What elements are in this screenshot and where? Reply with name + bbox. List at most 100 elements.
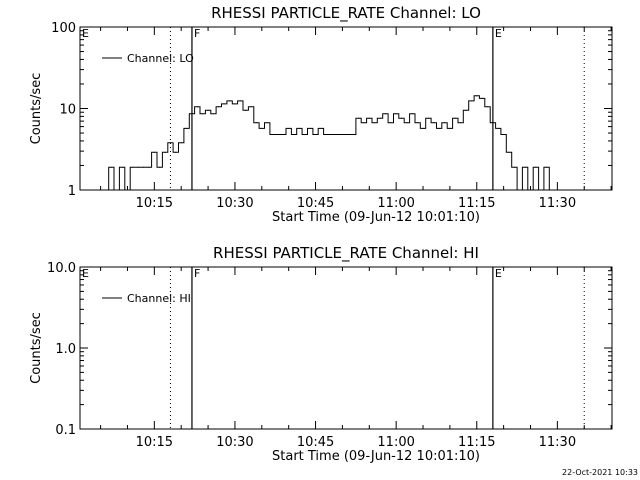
series-point — [401, 117, 403, 119]
series-point — [470, 100, 472, 102]
series-point — [255, 122, 257, 124]
series-point — [277, 133, 279, 135]
x-tick-label: 11:30 — [539, 435, 576, 450]
marker-label: E — [82, 27, 89, 40]
x-tick-label: 11:30 — [539, 196, 576, 211]
x-tick-label: 10:15 — [136, 196, 173, 211]
y-tick-label: 10 — [59, 103, 76, 118]
series-point — [143, 166, 145, 168]
series-point — [358, 117, 360, 119]
series-point — [374, 122, 376, 124]
series-point — [390, 122, 392, 124]
series-point — [288, 127, 290, 129]
series-point — [325, 133, 327, 135]
marker-label: E — [495, 267, 502, 280]
series-point — [379, 117, 381, 119]
series-point — [298, 127, 300, 129]
x-tick-label: 11:00 — [377, 196, 414, 211]
legend-label: Channel: LO — [127, 52, 194, 65]
series-point — [395, 113, 397, 115]
series-point — [411, 113, 413, 115]
series-point — [164, 151, 166, 153]
series-point — [524, 166, 526, 168]
series-point — [320, 127, 322, 129]
series-point — [519, 189, 521, 191]
series-point — [132, 166, 134, 168]
series-point — [186, 127, 188, 129]
series-point — [503, 133, 505, 135]
x-tick-label: 10:45 — [297, 196, 334, 211]
series-point — [126, 189, 128, 191]
chart-title: RHESSI PARTICLE_RATE Channel: HI — [213, 244, 479, 263]
y-tick-label: 10.0 — [47, 261, 76, 276]
series-point — [535, 166, 537, 168]
y-tick-label: 0.1 — [55, 423, 76, 438]
series-point — [180, 142, 182, 144]
series-point — [487, 106, 489, 108]
x-tick-label: 11:00 — [377, 435, 414, 450]
series-point — [293, 133, 295, 135]
series-point — [212, 113, 214, 115]
x-tick-label: 10:30 — [216, 435, 253, 450]
series-point — [551, 189, 553, 191]
series-point — [444, 122, 446, 124]
y-axis-label: Counts/sec — [29, 73, 44, 145]
series-point — [202, 113, 204, 115]
series-point — [341, 133, 343, 135]
x-tick-label: 10:15 — [136, 435, 173, 450]
series-point — [454, 117, 456, 119]
series-point — [406, 122, 408, 124]
y-tick-label: 1 — [68, 184, 76, 199]
series-point — [546, 166, 548, 168]
series-point — [508, 151, 510, 153]
series-point — [261, 127, 263, 129]
series-point — [121, 166, 123, 168]
series-point — [465, 109, 467, 111]
series-point — [234, 103, 236, 105]
series-point — [384, 113, 386, 115]
series-point — [497, 127, 499, 129]
series-point — [513, 166, 515, 168]
series-point — [427, 117, 429, 119]
series-point — [347, 133, 349, 135]
series-point — [449, 127, 451, 129]
marker-label: F — [194, 267, 200, 280]
series-point — [529, 189, 531, 191]
series-point — [148, 166, 150, 168]
x-axis-label: Start Time (09-Jun-12 10:01:10) — [272, 449, 480, 464]
series-point — [433, 122, 435, 124]
series-point — [116, 189, 118, 191]
x-tick-label: 10:30 — [216, 196, 253, 211]
series-point — [363, 122, 365, 124]
marker-label: F — [194, 27, 200, 40]
y-tick-label: 100 — [51, 21, 76, 36]
series-point — [331, 133, 333, 135]
x-tick-label: 10:45 — [297, 435, 334, 450]
series-point — [315, 133, 317, 135]
legend-label: Channel: HI — [127, 292, 191, 305]
series-point — [422, 127, 424, 129]
series-point — [175, 151, 177, 153]
series-point — [417, 122, 419, 124]
series-point — [239, 100, 241, 102]
series-point — [159, 166, 161, 168]
series-point — [223, 103, 225, 105]
series-point — [304, 133, 306, 135]
series-point — [196, 106, 198, 108]
series-point — [540, 189, 542, 191]
x-tick-label: 11:15 — [458, 435, 495, 450]
plot-timestamp: 22-Oct-2021 10:33 — [562, 468, 638, 477]
lo-channel-panel: RHESSI PARTICLE_RATE Channel: LO 10:15 10:… — [29, 4, 613, 225]
series-point — [169, 142, 171, 144]
series-point — [266, 122, 268, 124]
series-point — [562, 189, 564, 191]
marker-label: E — [82, 267, 89, 280]
series-point — [229, 100, 231, 102]
series-point — [572, 189, 574, 191]
series-point — [272, 133, 274, 135]
series-point — [336, 133, 338, 135]
series-line — [106, 95, 574, 191]
series-point — [191, 113, 193, 115]
series-point — [438, 127, 440, 129]
